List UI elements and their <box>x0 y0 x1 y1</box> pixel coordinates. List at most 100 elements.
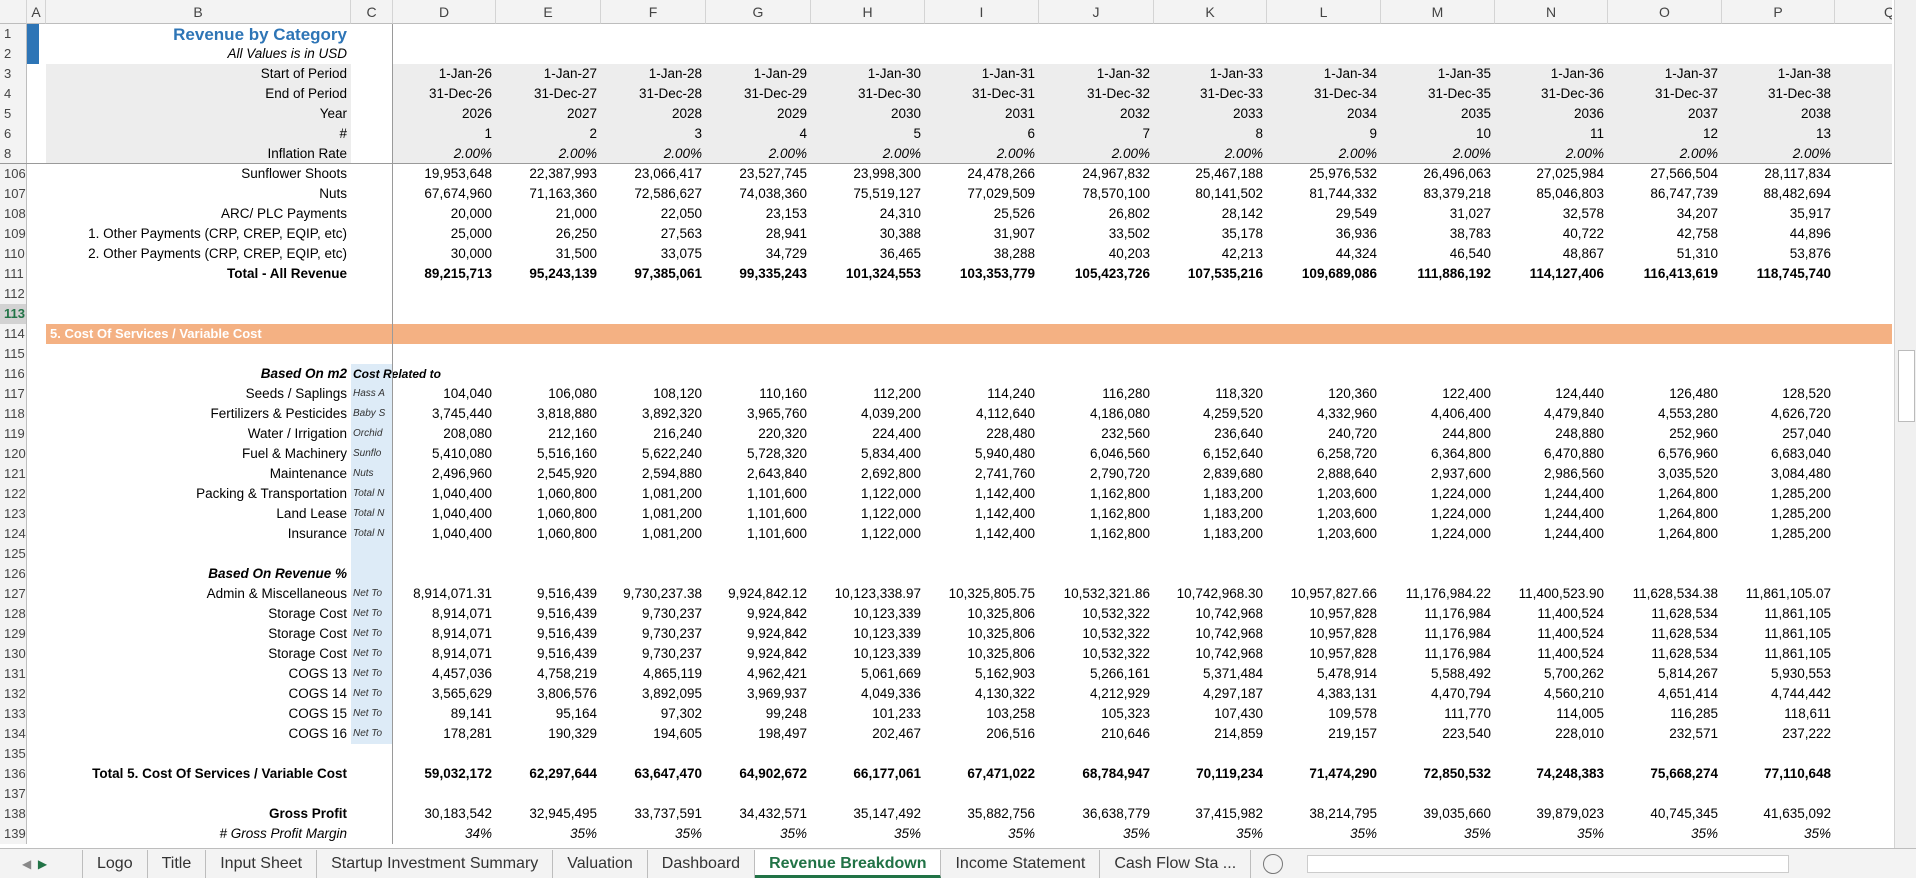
row-number: 106 <box>0 164 27 184</box>
value-cell: 1,203,600 <box>1316 506 1377 521</box>
tab-nav[interactable]: ◀ ▶ <box>22 857 48 871</box>
value-cell: 8,914,071.31 <box>413 586 492 601</box>
row-label: Gross Profit <box>268 806 347 821</box>
row-number: 2 <box>0 44 27 64</box>
value-cell: 1,081,200 <box>641 486 702 501</box>
row-label: # Gross Profit Margin <box>219 826 347 841</box>
value-cell: 72,850,532 <box>1423 766 1491 781</box>
value-cell: 108,120 <box>653 386 702 401</box>
value-cell: 107,430 <box>1214 706 1263 721</box>
column-header: B <box>46 0 351 24</box>
sheet-tab[interactable]: Input Sheet <box>206 850 318 878</box>
value-cell: 1,285,200 <box>1770 486 1831 501</box>
column-header: M <box>1381 0 1495 24</box>
value-cell: 9,516,439 <box>536 606 597 621</box>
row-number: 115 <box>0 344 27 364</box>
vertical-scrollbar[interactable] <box>1894 0 1916 848</box>
sheet-tab[interactable]: Title <box>148 850 207 878</box>
value-cell: 80,141,502 <box>1195 186 1263 201</box>
row-number: 120 <box>0 444 27 464</box>
value-cell: 31,027 <box>1449 206 1491 221</box>
value-cell: 32,945,495 <box>529 806 597 821</box>
value-cell: 252,960 <box>1669 426 1718 441</box>
value-cell: 3,565,629 <box>431 686 492 701</box>
value-cell: 103,353,779 <box>959 266 1035 281</box>
value-cell: 111,770 <box>1444 706 1491 721</box>
value-cell: 34,729 <box>765 246 807 261</box>
row-number: 3 <box>0 64 27 84</box>
value-cell: 114,005 <box>1556 706 1604 721</box>
value-cell: 31-Dec-26 <box>428 86 492 101</box>
row-label: Inflation Rate <box>267 146 347 161</box>
value-cell: 219,157 <box>1328 726 1377 741</box>
value-cell: 124,440 <box>1555 386 1604 401</box>
value-cell: 64,902,672 <box>739 766 807 781</box>
value-cell: 1,162,800 <box>1089 506 1150 521</box>
c-shade <box>351 644 393 664</box>
value-cell: 2034 <box>1346 106 1377 121</box>
value-cell: 1 <box>484 126 492 141</box>
value-cell: 4,383,131 <box>1316 686 1377 701</box>
value-cell: 4,470,794 <box>1430 686 1491 701</box>
value-cell: 1,285,200 <box>1770 506 1831 521</box>
value-cell: 1,244,400 <box>1543 486 1604 501</box>
value-cell: 89,141 <box>450 706 492 721</box>
row-number: 6 <box>0 124 27 144</box>
value-cell-clipped: 12,0 <box>1835 584 1892 604</box>
column-header: F <box>601 0 706 24</box>
value-cell: 110,160 <box>759 386 807 401</box>
value-cell: 9,730,237 <box>641 626 702 641</box>
value-cell: 72,586,627 <box>634 186 702 201</box>
h-scrollbar[interactable] <box>1307 855 1790 873</box>
row-number: 108 <box>0 204 27 224</box>
value-cell: 5,162,903 <box>974 666 1035 681</box>
value-cell: 22,387,993 <box>529 166 597 181</box>
row-number: 131 <box>0 664 27 684</box>
sheet-tab[interactable]: Dashboard <box>648 850 756 878</box>
c-shade <box>351 524 393 544</box>
value-cell: 6,683,040 <box>1770 446 1831 461</box>
value-cell: 2028 <box>671 106 702 121</box>
column-header: C <box>351 0 393 24</box>
value-cell: 5,834,400 <box>860 446 921 461</box>
value-cell: 101,233 <box>872 706 921 721</box>
sheet-tab[interactable]: Valuation <box>553 850 648 878</box>
value-cell: 2.00% <box>882 146 921 161</box>
value-cell: 118,745,740 <box>1756 266 1831 281</box>
value-cell: 97,385,061 <box>634 266 702 281</box>
value-cell: 228,480 <box>986 426 1035 441</box>
value-cell: 4,758,219 <box>536 666 597 681</box>
c-cell: Total N <box>353 508 385 519</box>
value-cell: 2.00% <box>996 146 1035 161</box>
row-label: Fuel & Machinery <box>241 446 347 461</box>
value-cell: 31,907 <box>993 226 1035 241</box>
value-cell: 88,482,694 <box>1763 186 1831 201</box>
value-cell: 4,259,520 <box>1202 406 1263 421</box>
row-label: Based On Revenue % <box>208 566 347 581</box>
value-cell: 1,142,400 <box>974 506 1035 521</box>
row-label: Storage Cost <box>268 606 347 621</box>
sheet-tab[interactable]: Cash Flow Sta ... <box>1100 850 1252 878</box>
value-cell: 5,266,161 <box>1089 666 1150 681</box>
value-cell: 31-Dec-38 <box>1767 86 1831 101</box>
sheet-tab[interactable]: Logo <box>82 850 148 878</box>
value-cell: 112,200 <box>873 386 921 401</box>
value-cell: 103,258 <box>986 706 1035 721</box>
value-cell: 126,480 <box>1669 386 1718 401</box>
value-cell: 25,467,188 <box>1195 166 1263 181</box>
value-cell: 11,400,523.90 <box>1518 586 1604 601</box>
band <box>393 144 1892 164</box>
value-cell: 23,998,300 <box>853 166 921 181</box>
value-cell: 68,784,947 <box>1082 766 1150 781</box>
scroll-thumb[interactable] <box>1898 350 1915 422</box>
value-cell: 42,213 <box>1221 246 1263 261</box>
sheet-tab[interactable]: Startup Investment Summary <box>317 850 554 878</box>
value-cell: 10,742,968 <box>1195 646 1263 661</box>
row-label: Seeds / Saplings <box>245 386 347 401</box>
add-sheet[interactable] <box>1263 854 1284 874</box>
value-cell: 1,162,800 <box>1089 486 1150 501</box>
c-shade <box>351 404 393 424</box>
sheet-tab[interactable]: Income Statement <box>941 850 1101 878</box>
value-cell: 63,647,470 <box>634 766 702 781</box>
sheet-tab[interactable]: Revenue Breakdown <box>755 850 942 878</box>
